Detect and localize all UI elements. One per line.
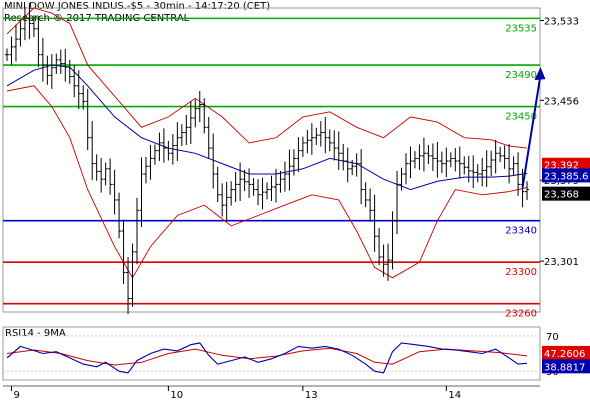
y-tick-label: 23,456: [544, 96, 579, 107]
price-badge: 23,392: [544, 161, 579, 172]
rsi-badge: 47.2606: [544, 349, 585, 360]
level-label: 23490: [505, 70, 537, 81]
x-tick-label: 9: [13, 390, 19, 400]
rsi-line: [6, 342, 528, 374]
y-tick-label: 23,533: [544, 16, 579, 27]
rsi-panel-title: RSI14 - 9MA: [5, 328, 66, 339]
y-tick-label: 23,301: [544, 257, 579, 268]
price-badge: 23,368: [544, 190, 579, 201]
moving-average: [6, 64, 528, 191]
bollinger-upper: [6, 7, 528, 149]
price-badge-box: [542, 186, 590, 201]
forecast-arrow-head: [534, 67, 546, 81]
price-panel-frame: [2, 7, 541, 313]
level-label: 23450: [505, 112, 537, 123]
rsi-ma-line: [6, 347, 528, 366]
chart-title: MINI DOW JONES INDUS.-$5 - 30min - 14:17…: [4, 1, 271, 12]
level-label: 23340: [505, 226, 537, 237]
rsi-panel-frame: [2, 326, 541, 381]
price-badge-box: [542, 168, 590, 183]
level-label: 23535: [505, 23, 537, 34]
rsi-badge-box: [542, 359, 590, 374]
level-label: 23300: [505, 267, 537, 278]
x-tick-label: 13: [305, 390, 318, 400]
forecast-arrow-shaft: [521, 74, 542, 188]
x-tick-label: 14: [448, 390, 461, 400]
rsi-badge-box: [542, 345, 590, 360]
rsi-badge: 38.8817: [544, 362, 585, 373]
x-tick-label: 10: [170, 390, 183, 400]
price-badge: 23,385.6: [544, 171, 589, 182]
level-label: 23260: [505, 309, 537, 320]
rsi-axis-label: 70: [546, 332, 559, 343]
price-badge-box: [542, 157, 590, 172]
bollinger-lower: [6, 85, 528, 279]
